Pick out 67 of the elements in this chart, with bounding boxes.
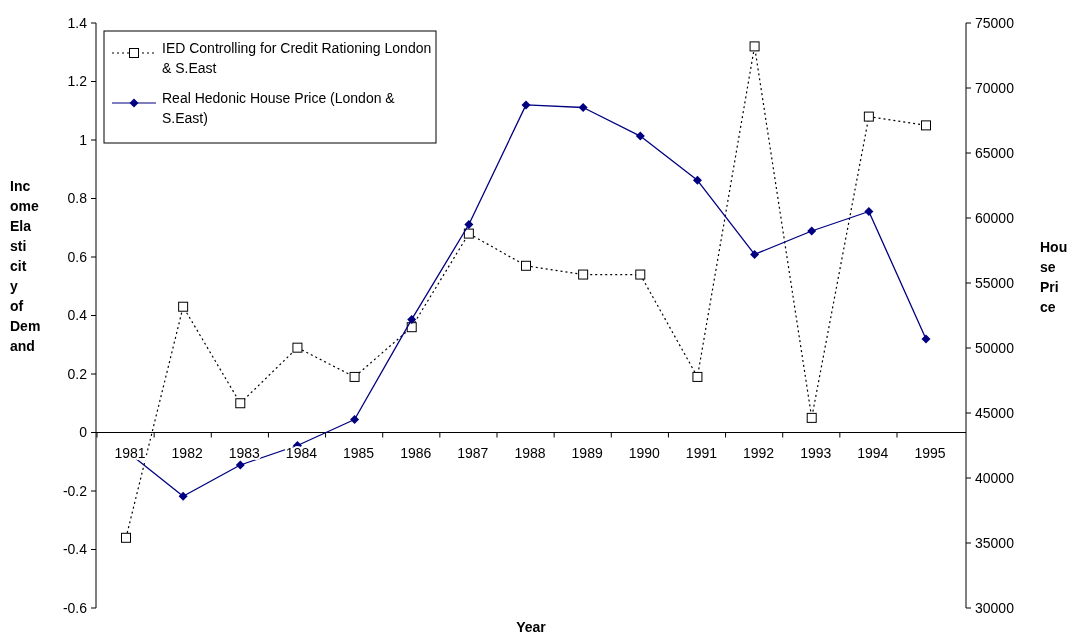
x-tick-label: 1992: [742, 444, 775, 461]
point: [521, 100, 531, 110]
y2-tick-label: 30000: [975, 599, 1015, 616]
y-tick-label: -0.6: [62, 599, 88, 616]
y-tick-label: 0.4: [67, 307, 88, 324]
x-tick-label: 1985: [342, 444, 375, 461]
y2-tick-label: 50000: [975, 339, 1015, 356]
point: [921, 120, 931, 131]
point: [235, 398, 246, 409]
point: [806, 412, 817, 423]
point: [749, 41, 760, 52]
point: [635, 131, 645, 141]
point: [750, 249, 760, 259]
y2-axis-title: House Price: [1040, 239, 1068, 315]
point: [464, 220, 474, 229]
x-tick-label: 1993: [800, 444, 832, 461]
point: [692, 371, 703, 382]
y2-tick-label: 75000: [975, 14, 1015, 31]
point: [235, 460, 245, 470]
point: [635, 269, 646, 280]
point: [121, 532, 131, 543]
legend-label: IED Controlling for Credit Rationing London & S.East: [162, 40, 432, 76]
point: [578, 269, 589, 280]
x-tick-label: 1990: [628, 444, 661, 461]
x-tick-label: 1994: [857, 444, 889, 461]
point: [521, 260, 531, 271]
x-tick-label: 1989: [571, 444, 603, 461]
point: [350, 415, 360, 424]
y2-tick-label: 65000: [975, 144, 1015, 161]
y2-tick-label: 70000: [975, 79, 1015, 96]
y-tick-label: 1.2: [67, 73, 88, 90]
point: [863, 111, 874, 122]
x-tick-label: 1987: [457, 444, 489, 461]
y-tick-label: -0.4: [62, 541, 88, 558]
y2-tick-label: 45000: [975, 404, 1015, 421]
y-tick-label: 1.4: [67, 14, 88, 31]
point: [178, 491, 188, 501]
point: [864, 207, 874, 216]
point: [463, 228, 474, 239]
y2-tick-label: 55000: [975, 274, 1015, 291]
y2-tick-label: 35000: [975, 534, 1015, 551]
point: [349, 371, 360, 382]
point: [807, 226, 817, 236]
y-tick-label: 0.8: [67, 190, 88, 207]
x-tick-label: 1982: [171, 444, 203, 461]
x-tick-label: 1986: [400, 444, 432, 461]
x-tick-label: 1991: [685, 444, 718, 461]
point: [578, 103, 588, 112]
y-tick-label: 0.6: [67, 248, 88, 265]
text: Income Elasticity of Demand: [10, 177, 41, 354]
point: [407, 314, 417, 324]
y-tick-label: 0.2: [67, 365, 88, 382]
y2-tick-label: 60000: [975, 209, 1015, 226]
y-tick-label: -0.2: [62, 482, 88, 499]
x-tick-label: 1983: [228, 444, 261, 461]
point: [292, 342, 303, 353]
x-axis-title: Year: [516, 619, 547, 635]
y-tick-label: 0: [79, 424, 88, 441]
y2-tick-label: 40000: [975, 469, 1015, 486]
x-tick-label: 1988: [514, 444, 546, 461]
legend-label: Real Hedonic House Price (London & S.East): [162, 90, 396, 126]
y-tick-label: 1: [79, 131, 88, 148]
x-tick-label: 1995: [914, 444, 946, 461]
point: [178, 301, 189, 312]
x-tick-label: 1984: [285, 444, 318, 461]
point: [921, 334, 931, 344]
point: [692, 175, 702, 185]
